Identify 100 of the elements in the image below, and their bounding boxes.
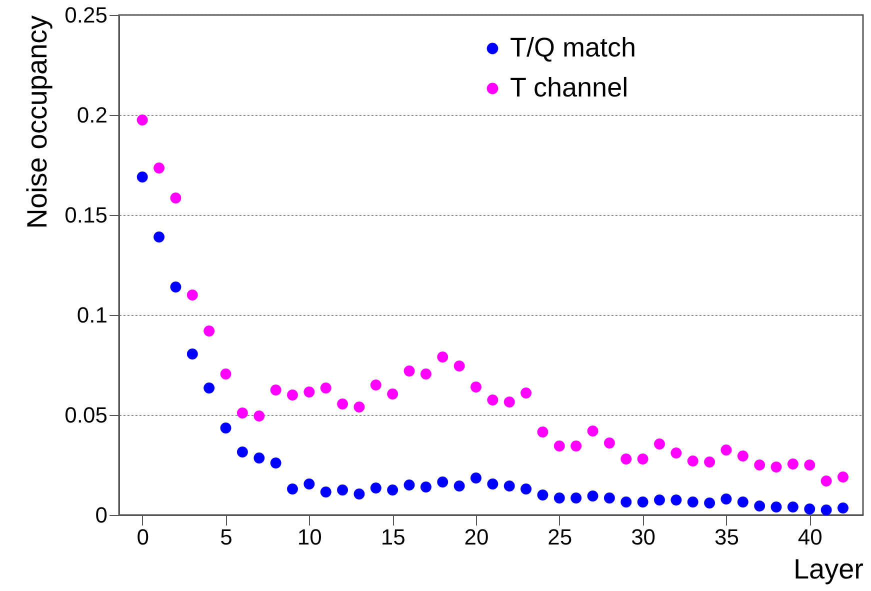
point — [354, 402, 365, 412]
point — [737, 496, 748, 508]
point — [637, 496, 648, 508]
point — [220, 422, 232, 434]
point — [454, 360, 465, 372]
x-tick-label: 5 — [220, 524, 232, 550]
point — [670, 448, 682, 458]
point — [804, 504, 816, 514]
point — [754, 460, 766, 470]
point — [320, 486, 332, 498]
point — [254, 410, 265, 422]
point — [687, 496, 698, 508]
point — [520, 388, 532, 398]
point — [787, 502, 798, 512]
point — [354, 488, 365, 500]
point — [754, 500, 766, 512]
y-tick-label: 0.15 — [64, 202, 108, 228]
point — [570, 440, 582, 452]
point — [387, 484, 398, 496]
x-axis-title: Layer — [793, 554, 864, 584]
point — [770, 502, 782, 512]
y-tick-label: 0.25 — [64, 2, 108, 28]
point — [504, 480, 515, 492]
point — [136, 114, 148, 126]
point — [587, 490, 598, 502]
point — [287, 390, 298, 400]
point — [704, 456, 716, 468]
point — [604, 492, 615, 504]
legend-label: T/Q match — [510, 32, 636, 62]
point — [520, 484, 532, 494]
point — [838, 502, 848, 514]
point — [270, 384, 282, 396]
point — [820, 504, 832, 516]
point — [537, 490, 548, 500]
point — [404, 366, 415, 376]
point — [287, 484, 298, 494]
point — [720, 444, 732, 456]
point — [370, 482, 382, 494]
y-tick-label: 0.05 — [64, 402, 108, 428]
point — [186, 348, 198, 360]
point — [204, 326, 215, 336]
point — [570, 492, 582, 504]
point — [136, 172, 148, 182]
point — [236, 408, 248, 418]
point — [387, 388, 398, 400]
point — [487, 478, 498, 490]
point — [838, 472, 848, 482]
point — [554, 492, 565, 504]
point — [437, 476, 448, 488]
point — [320, 382, 332, 394]
point — [587, 426, 598, 436]
point — [154, 162, 165, 174]
point — [654, 494, 665, 506]
x-tick-label: 40 — [798, 524, 822, 550]
point — [770, 462, 782, 472]
point — [637, 454, 648, 464]
point — [420, 368, 432, 380]
point — [204, 382, 215, 394]
point — [704, 498, 716, 508]
point — [720, 494, 732, 504]
legend-label: T channel — [510, 72, 628, 102]
point — [370, 380, 382, 390]
point — [437, 352, 448, 362]
y-tick-label: 0.1 — [76, 302, 108, 328]
point — [337, 398, 348, 410]
point — [604, 438, 615, 448]
point — [236, 446, 248, 458]
point — [454, 480, 465, 492]
point — [470, 382, 482, 392]
point — [337, 484, 348, 496]
point — [404, 480, 415, 490]
point — [620, 454, 632, 464]
point — [687, 456, 698, 466]
x-tick-label: 15 — [380, 524, 406, 550]
point — [820, 476, 832, 486]
point — [504, 396, 515, 408]
point — [254, 452, 265, 464]
x-tick-label: 0 — [136, 524, 149, 550]
point — [170, 282, 182, 292]
point — [304, 386, 315, 398]
y-tick-label: 0.2 — [76, 102, 108, 128]
point — [554, 440, 565, 452]
x-tick-label: 30 — [631, 524, 656, 550]
point — [220, 368, 232, 380]
point — [737, 450, 748, 462]
point — [654, 438, 665, 450]
x-tick-label: 25 — [548, 524, 572, 550]
point — [304, 478, 315, 490]
y-tick-label: 0 — [95, 502, 108, 528]
point — [787, 458, 798, 470]
point — [420, 482, 432, 492]
point — [186, 290, 198, 300]
point — [537, 426, 548, 438]
point — [270, 458, 282, 468]
point — [620, 496, 632, 508]
point — [804, 460, 816, 470]
point — [670, 494, 682, 506]
x-tick-label: 35 — [714, 524, 739, 550]
point — [154, 232, 165, 242]
point — [470, 472, 482, 484]
